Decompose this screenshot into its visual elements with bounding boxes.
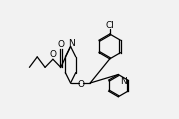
Text: O: O xyxy=(49,50,56,59)
Text: O: O xyxy=(57,40,64,49)
Text: Cl: Cl xyxy=(105,21,114,30)
Text: O: O xyxy=(78,80,84,89)
Text: N: N xyxy=(120,77,127,86)
Text: N: N xyxy=(68,39,75,48)
